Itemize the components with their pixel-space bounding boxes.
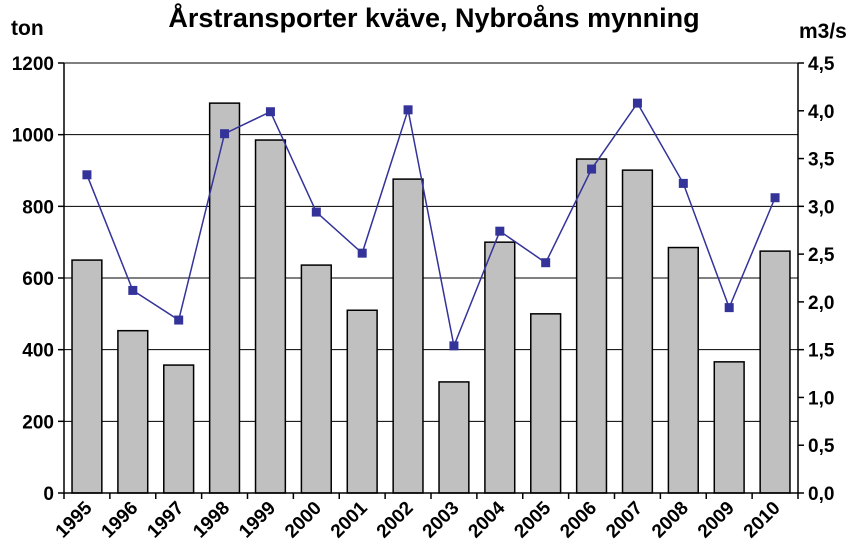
left-tick-label: 600 xyxy=(22,269,54,290)
x-tick-label: 2007 xyxy=(602,498,647,543)
right-axis-unit: m3/s xyxy=(799,20,847,43)
x-tick-labels: 1995 1996 1997 1998 1999 2000 2001 2002 2003 2004… xyxy=(52,497,785,542)
line-point xyxy=(403,105,413,115)
bar xyxy=(575,158,608,494)
right-tick-label: 3,5 xyxy=(808,150,835,171)
left-axis-unit: ton xyxy=(11,17,44,40)
x-tick-label: 1997 xyxy=(143,498,188,543)
x-tick-label: 2006 xyxy=(556,498,601,543)
right-tick-label: 4,0 xyxy=(808,102,834,123)
bar xyxy=(71,259,103,494)
bar xyxy=(621,169,654,494)
right-tick-label: 4,5 xyxy=(808,54,835,75)
bar xyxy=(392,178,424,494)
line-point xyxy=(724,303,734,313)
x-tick-label: 2003 xyxy=(419,498,464,543)
x-tick-label: 1995 xyxy=(52,497,97,542)
left-tick-label: 1000 xyxy=(12,126,54,147)
x-tick-label: 2000 xyxy=(281,498,326,543)
right-tick-label: 2,5 xyxy=(808,245,835,266)
bars xyxy=(71,102,791,494)
bar xyxy=(713,361,745,494)
line-point xyxy=(220,129,230,139)
x-tick-label: 1999 xyxy=(235,498,280,543)
line-point xyxy=(311,207,321,217)
left-tick-labels: 0 200 400 600 800 1000 1200 xyxy=(12,54,54,505)
line-point xyxy=(174,315,184,325)
bar xyxy=(300,264,332,494)
right-tick-label: 2,0 xyxy=(808,293,834,314)
bar xyxy=(530,313,562,494)
right-tick-label: 1,0 xyxy=(808,388,834,409)
line-point xyxy=(357,248,367,258)
right-tick-labels: 0,0 0,5 1,0 1,5 2,0 2,5 3,0 3,5 4,0 4,5 xyxy=(808,54,835,505)
x-tick-label: 2004 xyxy=(465,497,510,542)
line-point xyxy=(541,258,551,268)
line-point xyxy=(449,341,459,351)
x-tick-label: 1996 xyxy=(98,498,143,543)
axes xyxy=(58,62,804,499)
left-tick-label: 800 xyxy=(22,197,54,218)
line-point xyxy=(495,226,505,236)
left-tick-label: 400 xyxy=(22,341,54,362)
line-point xyxy=(265,107,275,117)
line-point xyxy=(678,178,688,188)
bar xyxy=(438,381,470,494)
left-tick-label: 0 xyxy=(43,484,54,505)
line-series xyxy=(82,98,780,351)
right-tick-label: 3,0 xyxy=(808,197,834,218)
x-tick-label: 2005 xyxy=(510,497,555,542)
line-point xyxy=(632,98,642,108)
bar xyxy=(484,241,516,494)
x-tick-label: 2008 xyxy=(648,498,693,543)
bar xyxy=(254,139,287,494)
bar xyxy=(117,329,149,494)
line-point xyxy=(128,285,138,295)
bar xyxy=(208,102,241,494)
x-tick-label: 2002 xyxy=(373,498,418,543)
right-tick-label: 1,5 xyxy=(808,341,835,362)
bar xyxy=(759,250,791,494)
right-tick-label: 0,5 xyxy=(808,436,835,457)
x-tick-label: 1998 xyxy=(189,498,234,543)
bar xyxy=(346,309,378,494)
bar xyxy=(163,364,195,494)
left-tick-label: 200 xyxy=(22,412,54,433)
series-line xyxy=(86,101,776,349)
x-tick-label: 2001 xyxy=(327,497,372,542)
bar xyxy=(667,246,699,494)
line-point xyxy=(770,193,780,203)
line-point xyxy=(587,164,597,174)
x-tick-label: 2010 xyxy=(740,498,785,543)
left-tick-label: 1200 xyxy=(12,54,54,75)
line-point xyxy=(82,170,92,180)
x-tick-label: 2009 xyxy=(694,498,739,543)
right-tick-label: 0,0 xyxy=(808,484,834,505)
chart-title: Årstransporter kväve, Nybroåns mynning xyxy=(168,2,699,33)
